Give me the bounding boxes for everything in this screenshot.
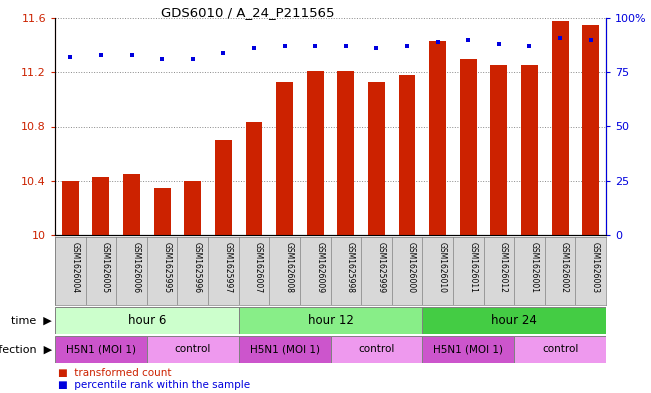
- Point: [585, 37, 596, 43]
- Text: GSM1625997: GSM1625997: [223, 242, 232, 294]
- Bar: [368, 82, 385, 235]
- Point: [555, 34, 565, 40]
- Point: [340, 43, 351, 50]
- Bar: [337, 71, 354, 235]
- Text: hour 12: hour 12: [307, 314, 353, 327]
- Point: [402, 43, 412, 50]
- Text: GSM1626006: GSM1626006: [132, 242, 141, 294]
- Bar: [215, 140, 232, 235]
- Text: control: control: [542, 345, 578, 354]
- Text: GSM1626011: GSM1626011: [468, 242, 477, 293]
- Text: GSM1625999: GSM1625999: [376, 242, 385, 294]
- Bar: [460, 59, 477, 235]
- Bar: [239, 307, 422, 334]
- Bar: [551, 21, 568, 235]
- Text: GSM1626002: GSM1626002: [560, 242, 569, 294]
- Bar: [422, 307, 606, 334]
- Bar: [514, 336, 606, 363]
- Text: hour 6: hour 6: [128, 314, 166, 327]
- Point: [279, 43, 290, 50]
- Bar: [55, 336, 147, 363]
- Point: [463, 37, 473, 43]
- Bar: [521, 66, 538, 235]
- Text: GSM1626003: GSM1626003: [590, 242, 600, 294]
- Text: control: control: [358, 345, 395, 354]
- Text: GSM1626004: GSM1626004: [70, 242, 79, 294]
- Point: [65, 54, 76, 60]
- Bar: [331, 336, 422, 363]
- Text: ■  percentile rank within the sample: ■ percentile rank within the sample: [58, 380, 251, 390]
- Bar: [55, 307, 239, 334]
- Bar: [582, 25, 599, 235]
- Point: [218, 50, 229, 56]
- Bar: [398, 75, 415, 235]
- Bar: [239, 336, 331, 363]
- Text: GSM1626007: GSM1626007: [254, 242, 263, 294]
- Bar: [490, 66, 507, 235]
- Bar: [123, 174, 140, 235]
- Point: [249, 45, 259, 51]
- Text: GSM1626000: GSM1626000: [407, 242, 416, 294]
- Text: H5N1 (MOI 1): H5N1 (MOI 1): [66, 345, 136, 354]
- Point: [187, 56, 198, 62]
- Bar: [422, 336, 514, 363]
- Text: time  ▶: time ▶: [11, 316, 51, 325]
- Text: infection  ▶: infection ▶: [0, 345, 51, 354]
- Bar: [147, 336, 239, 363]
- Text: GSM1626012: GSM1626012: [499, 242, 508, 293]
- Point: [157, 56, 167, 62]
- Point: [96, 52, 106, 58]
- Text: ■  transformed count: ■ transformed count: [58, 368, 172, 378]
- Point: [493, 41, 504, 47]
- Text: GDS6010 / A_24_P211565: GDS6010 / A_24_P211565: [161, 6, 335, 19]
- Point: [310, 43, 320, 50]
- Bar: [276, 82, 293, 235]
- Text: H5N1 (MOI 1): H5N1 (MOI 1): [434, 345, 503, 354]
- Point: [432, 39, 443, 45]
- Text: GSM1626001: GSM1626001: [529, 242, 538, 294]
- Text: control: control: [174, 345, 211, 354]
- Text: GSM1625995: GSM1625995: [162, 242, 171, 294]
- Text: GSM1626008: GSM1626008: [284, 242, 294, 294]
- Text: GSM1625998: GSM1625998: [346, 242, 355, 294]
- Point: [524, 43, 534, 50]
- Point: [371, 45, 381, 51]
- Text: H5N1 (MOI 1): H5N1 (MOI 1): [249, 345, 320, 354]
- Bar: [62, 181, 79, 235]
- Bar: [307, 71, 324, 235]
- Point: [126, 52, 137, 58]
- Text: GSM1626010: GSM1626010: [437, 242, 447, 294]
- Bar: [245, 123, 262, 235]
- Text: GSM1626005: GSM1626005: [101, 242, 110, 294]
- Bar: [92, 177, 109, 235]
- Bar: [184, 181, 201, 235]
- Bar: [154, 187, 171, 235]
- Text: hour 24: hour 24: [492, 314, 537, 327]
- Bar: [429, 41, 446, 235]
- Text: GSM1626009: GSM1626009: [315, 242, 324, 294]
- Text: GSM1625996: GSM1625996: [193, 242, 202, 294]
